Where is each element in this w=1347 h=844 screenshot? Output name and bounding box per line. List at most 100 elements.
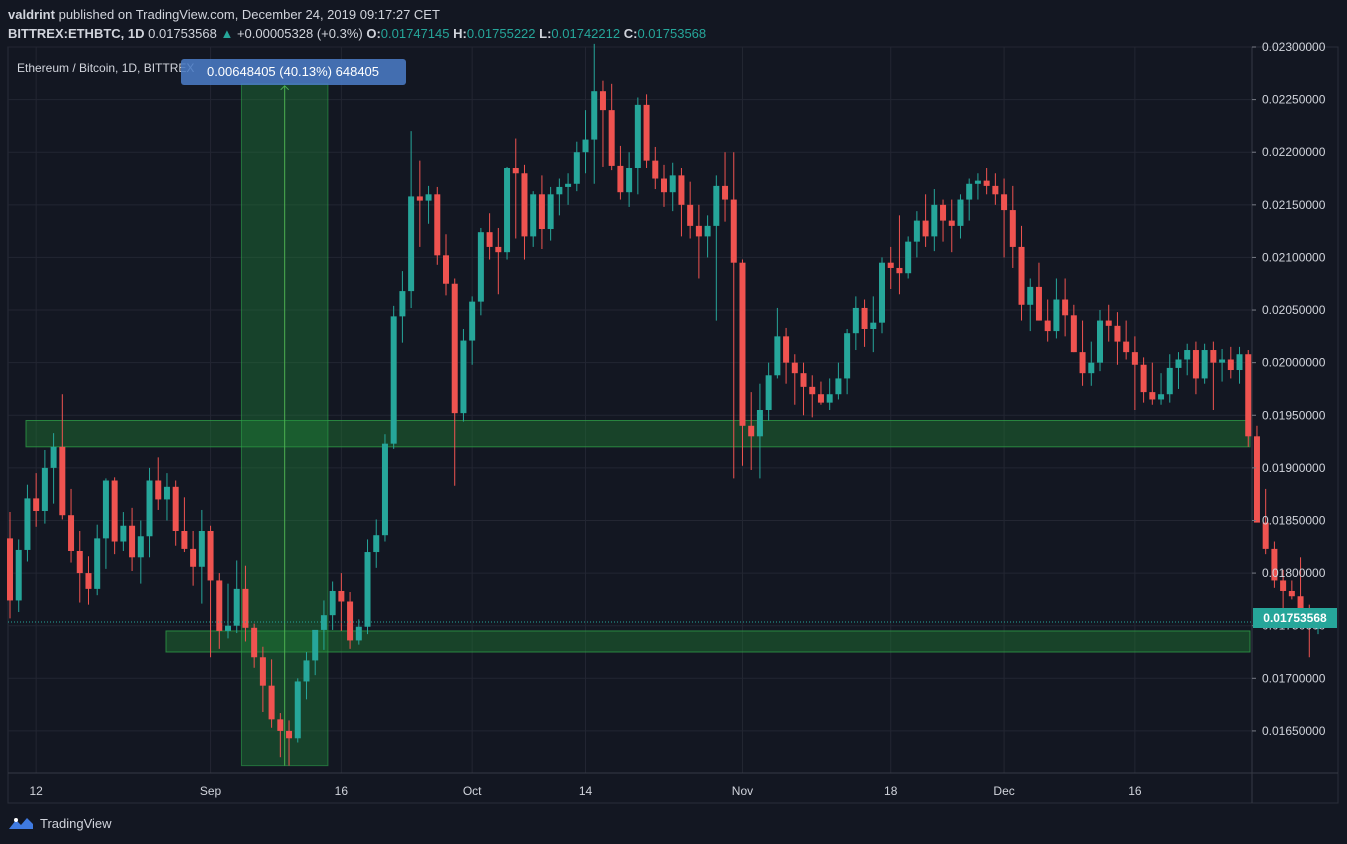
candle-body	[669, 175, 676, 193]
publish-text: published on TradingView.com, December 2…	[58, 7, 440, 22]
publisher-name[interactable]: valdrint	[8, 7, 55, 22]
candle	[1105, 304, 1112, 342]
candle	[1271, 541, 1278, 588]
candle	[434, 186, 441, 265]
candle-body	[861, 307, 868, 329]
candle-body	[591, 91, 598, 140]
last-price-tag-label: 0.01753568	[1263, 611, 1327, 625]
candle-body	[1131, 352, 1138, 365]
candle	[1070, 304, 1077, 353]
candle	[652, 146, 659, 190]
candle-body	[50, 446, 57, 468]
candle-body	[521, 173, 528, 237]
candle-body	[24, 498, 31, 550]
candle	[1262, 488, 1269, 555]
candle	[268, 659, 275, 728]
candle-body	[1123, 341, 1130, 353]
y-tick-label: 0.01850000	[1262, 513, 1326, 527]
candle	[1062, 278, 1069, 337]
candle-body	[1105, 320, 1112, 326]
high-value: 0.01755222	[466, 26, 536, 41]
candle-body	[940, 204, 947, 221]
candle	[198, 509, 205, 604]
candle-body	[1070, 315, 1077, 353]
candle	[983, 168, 990, 195]
candle-body	[355, 626, 362, 641]
candle	[661, 164, 667, 207]
open-label: O:	[366, 26, 381, 41]
candle-body	[512, 168, 519, 174]
candle	[399, 271, 406, 343]
candle	[207, 525, 214, 658]
chart-title: Ethereum / Bitcoin, 1D, BITTREX	[17, 61, 194, 75]
candle	[59, 394, 66, 520]
time-axis[interactable]: 12 Sep 16 Oct 14 Nov 18 Dec 16	[29, 784, 1141, 798]
candle-body	[852, 307, 859, 334]
candle-body	[181, 531, 188, 549]
candle-body	[1236, 354, 1243, 371]
candle	[312, 629, 319, 676]
candle	[1018, 225, 1025, 321]
candle-body	[277, 719, 284, 731]
candle-body	[7, 538, 13, 601]
candle	[190, 531, 197, 586]
y-tick-label: 0.01650000	[1262, 724, 1326, 738]
candle-body	[198, 531, 205, 567]
candle-body	[931, 204, 938, 237]
candle-body	[216, 580, 223, 631]
candle-body	[1219, 359, 1226, 363]
candle	[1035, 262, 1042, 321]
footer-brand[interactable]: TradingView	[8, 815, 112, 831]
candle-body	[1001, 194, 1008, 211]
candle-body	[1079, 352, 1086, 374]
candle	[556, 178, 563, 216]
candle	[756, 383, 763, 479]
candle	[887, 246, 894, 289]
candle	[181, 497, 188, 553]
candle-body	[634, 104, 641, 168]
candle-body	[800, 373, 807, 387]
candle-body	[695, 225, 702, 237]
candle-body	[59, 446, 66, 516]
candle-body	[1062, 299, 1069, 316]
candle-body	[129, 525, 136, 558]
candle	[50, 433, 57, 504]
candle	[495, 227, 502, 295]
candle	[294, 678, 301, 743]
y-tick-label: 0.02100000	[1262, 250, 1326, 264]
candle	[1201, 343, 1208, 384]
low-label: L:	[539, 26, 552, 41]
low-value: 0.01742212	[551, 26, 621, 41]
candle-body	[504, 168, 511, 253]
resistance-zone[interactable]	[25, 420, 1251, 448]
candle	[634, 97, 641, 195]
candle-body	[844, 333, 851, 379]
candle	[913, 211, 920, 258]
candle	[1044, 299, 1051, 342]
candles	[7, 43, 1321, 766]
measure-label: 0.00648405 (40.13%) 648405	[207, 64, 379, 79]
candle	[1079, 320, 1086, 386]
candle	[1175, 352, 1182, 389]
grid-lines	[8, 46, 1252, 773]
candle-body	[1018, 246, 1025, 305]
candle	[844, 328, 851, 395]
candle	[129, 507, 136, 571]
candle-body	[948, 220, 955, 226]
x-tick-label: 18	[884, 784, 898, 798]
candle	[861, 299, 868, 347]
x-tick-label: 12	[29, 784, 43, 798]
x-tick-label: Oct	[463, 784, 482, 798]
candle-body	[879, 262, 885, 323]
price-axis[interactable]: 0.016500000.017000000.017500000.01800000…	[1252, 40, 1326, 738]
candle	[512, 138, 519, 239]
candle-body	[599, 91, 606, 111]
candle	[120, 512, 127, 551]
measure-label-bg	[181, 59, 406, 85]
candle	[826, 378, 833, 410]
candle	[809, 375, 816, 418]
candle-body	[1210, 350, 1217, 363]
support-zone[interactable]	[165, 630, 1251, 653]
candle	[277, 713, 284, 758]
